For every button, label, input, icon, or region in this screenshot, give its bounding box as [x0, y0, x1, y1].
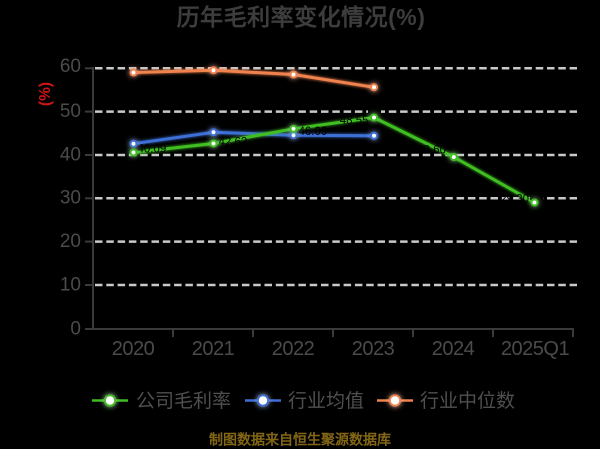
svg-text:2023: 2023 [352, 338, 395, 360]
svg-text:39.60: 39.60 [417, 145, 446, 157]
svg-text:2022: 2022 [272, 338, 315, 360]
svg-text:10: 10 [60, 274, 81, 295]
svg-text:29.30: 29.30 [500, 193, 529, 205]
svg-text:2024: 2024 [432, 338, 475, 360]
svg-text:30: 30 [60, 188, 81, 209]
svg-text:40.09: 40.09 [138, 143, 167, 155]
svg-text:2025Q1: 2025Q1 [501, 338, 570, 360]
svg-text:60: 60 [60, 56, 81, 77]
svg-text:40: 40 [60, 144, 81, 165]
svg-text:2020: 2020 [112, 338, 155, 360]
svg-text:2021: 2021 [192, 338, 235, 360]
svg-text:0: 0 [70, 318, 81, 339]
svg-text:行业中位数: 行业中位数 [420, 390, 515, 412]
svg-text:(%): (%) [37, 82, 54, 106]
svg-text:行业均值: 行业均值 [288, 390, 364, 412]
svg-text:48.55: 48.55 [340, 115, 369, 127]
svg-text:50: 50 [60, 101, 81, 122]
svg-text:46.09: 46.09 [299, 126, 328, 138]
svg-text:公司毛利率: 公司毛利率 [136, 390, 231, 412]
svg-text:42.62: 42.62 [219, 137, 248, 149]
svg-text:20: 20 [60, 231, 81, 252]
svg-text:制图数据来自恒生聚源数据库: 制图数据来自恒生聚源数据库 [209, 432, 391, 448]
svg-text:历年毛利率变化情况(%): 历年毛利率变化情况(%) [177, 4, 426, 30]
